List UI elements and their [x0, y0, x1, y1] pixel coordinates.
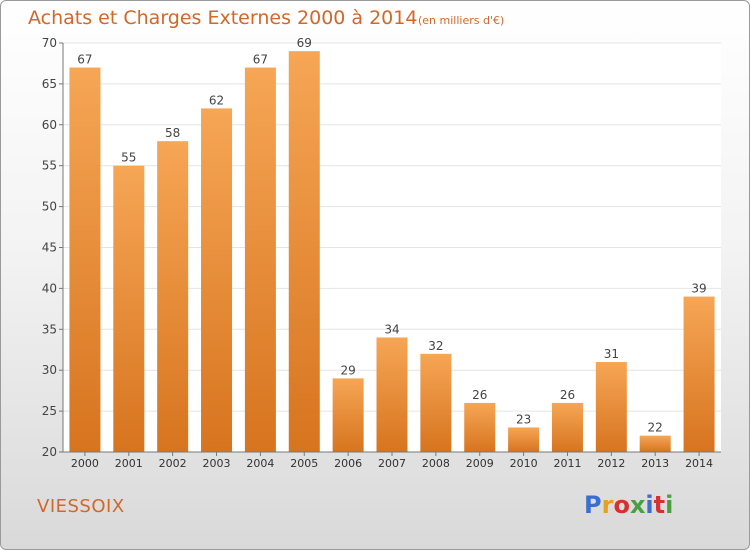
- bar-value-label: 62: [209, 93, 224, 107]
- y-tick-label: 35: [42, 322, 57, 336]
- y-tick-label: 30: [42, 363, 57, 377]
- x-tick-label: 2004: [246, 457, 274, 470]
- y-tick-label: 20: [42, 445, 57, 459]
- x-tick-label: 2012: [597, 457, 625, 470]
- y-tick-label: 60: [42, 118, 57, 132]
- x-tick-label: 2002: [159, 457, 187, 470]
- commune-name: VIESSOIX: [37, 496, 125, 517]
- x-tick-label: 2001: [115, 457, 143, 470]
- bar-value-label: 55: [121, 151, 136, 165]
- bar-value-label: 29: [340, 363, 355, 377]
- x-tick-label: 2013: [641, 457, 669, 470]
- bar-value-label: 69: [297, 36, 312, 50]
- x-tick-label: 2007: [378, 457, 406, 470]
- y-tick-label: 65: [42, 77, 57, 91]
- logo-letter: x: [629, 491, 646, 519]
- x-tick-label: 2006: [334, 457, 362, 470]
- bar-2011: [551, 402, 583, 452]
- bar-value-label: 26: [472, 388, 487, 402]
- bar-2003: [201, 108, 233, 452]
- bars: [69, 51, 715, 453]
- bar-value-label: 67: [77, 53, 92, 67]
- bar-2009: [464, 402, 496, 452]
- bar-value-label: 34: [384, 322, 399, 336]
- x-tick-label: 2000: [71, 457, 99, 470]
- bar-value-label: 32: [428, 339, 443, 353]
- logo-letter: i: [645, 491, 654, 519]
- bar-2010: [508, 427, 540, 452]
- logo-letter: i: [665, 491, 674, 519]
- bar-value-label: 22: [648, 421, 663, 435]
- bar-2007: [376, 337, 408, 452]
- bar-value-label: 67: [253, 53, 268, 67]
- y-tick-label: 40: [42, 281, 57, 295]
- bar-2008: [420, 353, 452, 452]
- x-axis: 2000 2001 2002 2003 2004 2005 2006 2007 2008 2009…: [63, 451, 721, 470]
- bar-2013: [639, 435, 671, 452]
- bar-value-label: 58: [165, 126, 180, 140]
- y-tick-label: 50: [42, 200, 57, 214]
- x-tick-label: 2003: [203, 457, 231, 470]
- y-tick-label: 70: [42, 36, 57, 50]
- bar-value-label: 31: [604, 347, 619, 361]
- bar-2005: [288, 51, 320, 453]
- bar-2006: [332, 378, 364, 452]
- chart-title: Achats et Charges Externes 2000 à 2014: [28, 7, 418, 29]
- y-axis: 20 25 30 35 40 45 50 55 60 65 70: [42, 36, 64, 459]
- bar-2012: [595, 362, 627, 452]
- x-tick-label: 2009: [466, 457, 494, 470]
- x-tick-label: 2005: [290, 457, 318, 470]
- logo-letter: t: [653, 491, 666, 519]
- bar-value-label: 23: [516, 412, 531, 426]
- bar-value-labels: 67 55 58 62 67 69 29 34 32 26 23 26 31 22 39: [77, 36, 706, 434]
- logo-letter: r: [601, 491, 614, 519]
- bar-2002: [157, 141, 189, 452]
- proxiti-logo[interactable]: Proxiti: [584, 491, 673, 519]
- bar-2000: [69, 67, 101, 452]
- logo-letter: o: [613, 491, 630, 519]
- bar-2014: [683, 296, 715, 452]
- bar-2001: [113, 165, 145, 452]
- y-tick-label: 25: [42, 404, 57, 418]
- x-tick-label: 2011: [553, 457, 581, 470]
- bar-value-label: 39: [691, 282, 706, 296]
- bar-value-label: 26: [560, 388, 575, 402]
- x-tick-label: 2014: [685, 457, 713, 470]
- logo-letter: P: [584, 491, 602, 519]
- chart-subtitle: (en milliers d'€): [418, 14, 505, 27]
- bar-2004: [244, 67, 276, 452]
- y-tick-label: 45: [42, 241, 57, 255]
- y-tick-label: 55: [42, 159, 57, 173]
- x-tick-label: 2008: [422, 457, 450, 470]
- x-tick-label: 2010: [510, 457, 538, 470]
